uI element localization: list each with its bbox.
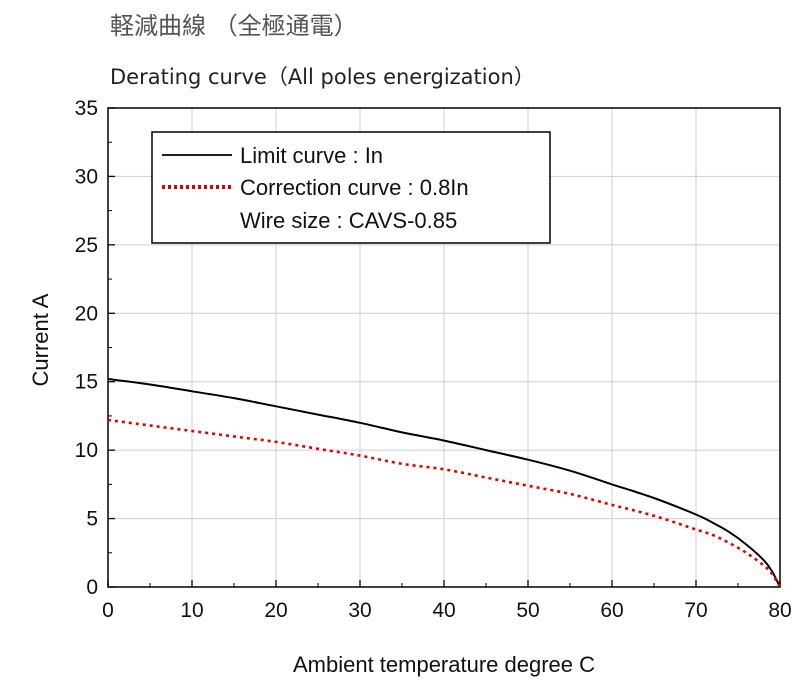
legend: Limit curve : In Correction curve : 0.8I… <box>151 131 551 244</box>
chart-title-jp: 軽減曲線 （全極通電） <box>110 12 358 40</box>
y-tick-label: 25 <box>75 234 98 257</box>
x-tick-label: 10 <box>180 599 203 622</box>
chart-title-en: Derating curve（All poles energization） <box>110 65 535 89</box>
x-tick-label: 40 <box>432 599 455 622</box>
x-axis-label: Ambient temperature degree C <box>293 652 595 677</box>
series-line-limit <box>107 378 781 588</box>
x-tick-label: 70 <box>684 599 707 622</box>
x-tick-label: 20 <box>264 599 287 622</box>
x-tick-label: 80 <box>768 599 791 622</box>
x-tick-label: 60 <box>600 599 623 622</box>
y-tick-label: 15 <box>75 371 98 394</box>
x-tick-label: 30 <box>348 599 371 622</box>
y-tick-label: 30 <box>75 165 98 188</box>
y-axis-label: Current A <box>28 293 53 386</box>
series-group <box>107 378 782 588</box>
y-tick-label: 20 <box>75 302 98 325</box>
x-tick-label: 0 <box>102 599 114 622</box>
axis-ticks: 0 10 20 30 40 50 60 70 80 0 5 10 15 20 25 30 35 <box>75 97 792 622</box>
y-tick-label: 10 <box>75 439 98 462</box>
legend-wire-size: Wire size : CAVS-0.85 <box>240 208 457 233</box>
y-tick-label: 35 <box>75 97 98 120</box>
legend-label-limit: Limit curve : In <box>240 143 383 168</box>
y-tick-label: 5 <box>86 508 98 531</box>
y-tick-label: 0 <box>86 576 98 599</box>
x-tick-label: 50 <box>516 599 539 622</box>
legend-label-correction: Correction curve : 0.8In <box>240 175 469 200</box>
